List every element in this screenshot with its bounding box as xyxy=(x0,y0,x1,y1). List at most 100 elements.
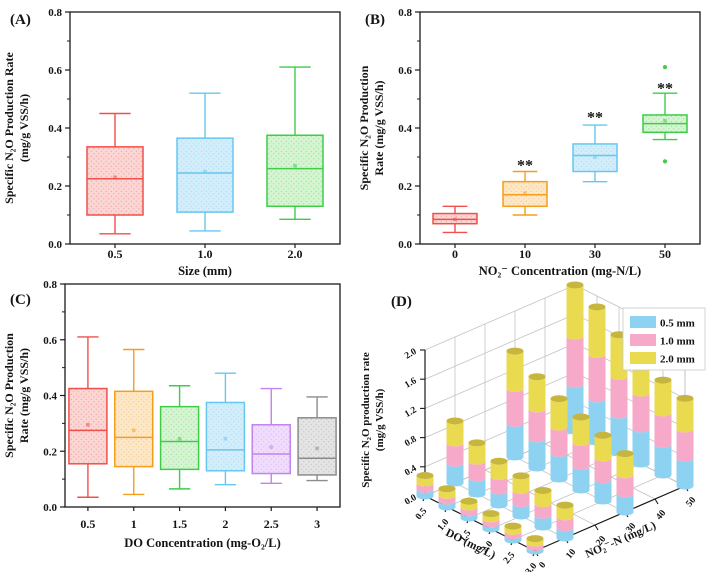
box-B-0 xyxy=(432,205,478,234)
box-body xyxy=(297,417,337,476)
bar-segment-0.5mm xyxy=(468,477,486,498)
bar-segment-1.0mm xyxy=(676,429,694,462)
x-tick-label: 10 xyxy=(519,247,531,261)
box-C-1.5 xyxy=(159,385,200,490)
bar-segment-0.5mm xyxy=(460,512,478,522)
box-body xyxy=(176,137,234,213)
bar-do2.5-no230 xyxy=(594,431,612,505)
box-C-1 xyxy=(114,348,154,496)
box-A-1.0 xyxy=(176,92,234,232)
x-tick-label: 2.5 xyxy=(264,517,279,531)
bar-top-face xyxy=(534,487,552,494)
bar-segment-1.0mm xyxy=(588,354,606,403)
mean-marker xyxy=(663,118,667,123)
bar-segment-0.5mm xyxy=(556,527,574,542)
bar-top-face xyxy=(654,376,672,384)
x-tick-label: 30 xyxy=(589,247,601,261)
bar-top-face xyxy=(616,450,634,458)
x-tick-label: 3 xyxy=(314,517,320,531)
bar-segment-0.5mm xyxy=(416,489,434,500)
no2-tick-label: 50 xyxy=(685,495,699,509)
bar-do2.0-no20 xyxy=(482,510,500,533)
bar-top-face xyxy=(556,501,574,509)
bar-top-face xyxy=(506,347,524,355)
y-tick-label: 0.8 xyxy=(48,7,62,19)
legend-swatch xyxy=(630,316,656,328)
bar-segment-2.0mm xyxy=(616,453,634,479)
panel-c-boxplot-do: 0.0 0.2 0.4 0.6 0.8 0.5 1 1.5 2 2.5 3 DO Concentrat… xyxy=(2,279,341,550)
bar-segment-2.0mm xyxy=(468,442,486,465)
box-A-0.5 xyxy=(86,112,144,235)
bar-segment-0.5mm xyxy=(572,466,590,494)
z-tick-label: 0.4 xyxy=(403,464,419,479)
significance-marker: ** xyxy=(517,157,533,174)
bar-do1.0-no20 xyxy=(438,485,456,511)
bar-segment-0.5mm xyxy=(594,479,612,505)
bar-segment-2.0mm xyxy=(504,526,522,535)
x-tick-label: 2 xyxy=(222,517,228,531)
bar-do1.0-no230 xyxy=(528,373,546,472)
bar-segment-1.0mm xyxy=(482,518,500,528)
bar-top-face xyxy=(504,522,522,530)
legend-swatch xyxy=(630,334,656,346)
box-A-2.0 xyxy=(266,66,324,221)
y-tick-label: 0.2 xyxy=(43,446,57,458)
bar-do3.0-no20 xyxy=(526,535,544,555)
x-axis-title: Size (mm) xyxy=(178,264,232,278)
bar-segment-0.5mm xyxy=(528,438,546,472)
y-axis-title: Specific N₂O Production Rate xyxy=(2,51,16,203)
bar-segment-0.5mm xyxy=(512,503,530,520)
bar-top-face xyxy=(416,472,434,480)
bar-top-face xyxy=(594,431,612,439)
bar-top-face xyxy=(446,417,464,425)
y-tick-label: 0.8 xyxy=(398,7,412,19)
bar-segment-0.5mm xyxy=(550,453,568,483)
legend-label: 1.0 mm xyxy=(660,336,695,348)
bar-segment-1.0mm xyxy=(506,388,524,427)
bar-top-face xyxy=(588,303,606,311)
mean-marker xyxy=(86,422,90,427)
bar-top-face xyxy=(676,394,694,402)
bar-do2.5-no250 xyxy=(654,376,672,479)
do-tick-label: 2.5 xyxy=(502,550,517,566)
x-tick-label: 0 xyxy=(452,247,458,261)
bar-do0.5-no250 xyxy=(566,281,584,435)
x-tick-label: 2.0 xyxy=(288,247,303,261)
legend-swatch xyxy=(630,352,656,364)
box-B-10: ** xyxy=(502,157,548,216)
mean-marker xyxy=(203,169,207,174)
x-tick-label: 50 xyxy=(659,247,671,261)
bar-segment-1.0mm xyxy=(566,336,584,388)
bar-segment-1.0mm xyxy=(572,442,590,471)
box-C-2.5 xyxy=(251,387,291,485)
bar-do3.0-no250 xyxy=(676,394,694,490)
bar-top-face xyxy=(512,472,530,480)
mean-marker xyxy=(293,163,297,168)
outlier-point xyxy=(662,159,668,164)
y-tick-label: 0.8 xyxy=(43,279,57,291)
bar-segment-0.5mm xyxy=(610,415,628,457)
bar-do0.5-no230 xyxy=(506,347,524,461)
y-axis-title: Rate (mg/g VSS/h) xyxy=(17,348,31,443)
y-tick-label: 0.6 xyxy=(398,65,412,77)
bar-top-face xyxy=(572,413,590,421)
mean-marker xyxy=(315,446,319,451)
do-tick-label: 3.0 xyxy=(524,561,539,572)
bar-segment-1.0mm xyxy=(468,461,486,482)
y-axis-title: Specific N₂O Production xyxy=(357,65,371,190)
z-tick-label: 0.0 xyxy=(403,493,419,508)
bar-do0.5-no20 xyxy=(416,472,434,500)
bar-top-face xyxy=(468,439,486,447)
y-axis-title: Specific N₂O Production xyxy=(2,333,16,458)
y-axis-title: (mg/g VSS/h) xyxy=(17,94,31,162)
z-tick-label: 1.6 xyxy=(403,376,419,391)
mean-marker xyxy=(177,436,182,441)
y-tick-label: 0.4 xyxy=(43,391,57,403)
panel-label: (B) xyxy=(365,12,385,28)
box-body xyxy=(251,424,291,475)
bar-segment-0.5mm xyxy=(490,491,508,509)
no2-tick-label: 10 xyxy=(565,547,579,561)
mean-marker xyxy=(131,428,136,433)
bar-segment-1.0mm xyxy=(416,482,434,493)
bar-segment-0.5mm xyxy=(534,515,552,531)
